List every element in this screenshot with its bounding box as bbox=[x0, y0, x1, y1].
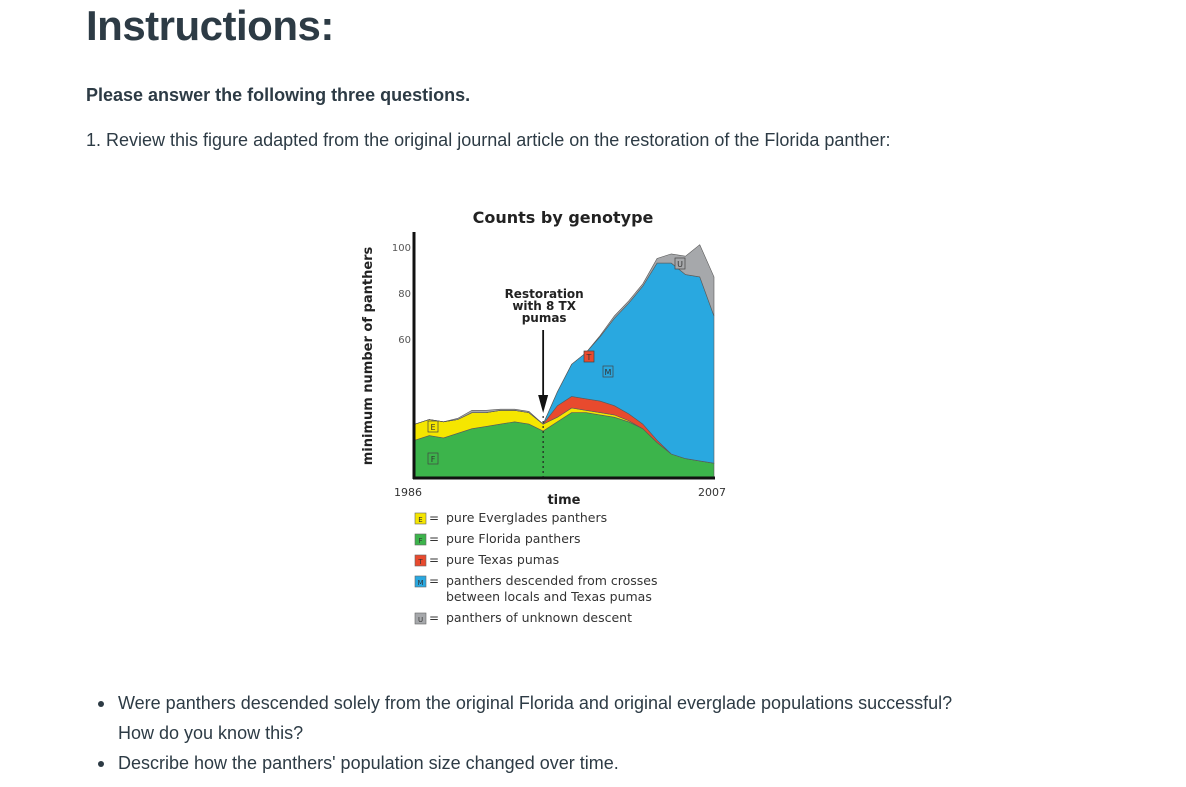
legend-label-T: pure Texas pumas bbox=[446, 552, 559, 567]
y-tick-100: 100 bbox=[392, 243, 411, 254]
legend-swatch-T bbox=[414, 554, 427, 567]
legend-swatch-F bbox=[414, 533, 427, 546]
legend-key-M: M bbox=[417, 579, 423, 587]
y-tick-60: 60 bbox=[398, 335, 411, 346]
legend-key-T: T bbox=[417, 558, 423, 566]
area-label-F: F bbox=[431, 455, 436, 464]
area-label-box-U bbox=[674, 257, 686, 270]
legend-item-E: E = pure Everglades panthers bbox=[414, 510, 607, 525]
bullet-question-success: Were panthers descended solely from the … bbox=[86, 688, 986, 748]
area-label-box-E bbox=[427, 420, 439, 433]
legend-item-M: M = panthers descended from crossesbetween… bbox=[414, 573, 658, 604]
annotation-line-1: with 8 TX bbox=[512, 299, 576, 313]
legend-label-F: pure Florida panthers bbox=[446, 531, 581, 546]
arrow-down-icon bbox=[538, 395, 549, 413]
x-tick-end: 2007 bbox=[698, 486, 726, 499]
x-tick-start: 1986 bbox=[394, 486, 422, 499]
legend-item-T: T = pure Texas pumas bbox=[414, 552, 559, 567]
area-label-E: E bbox=[430, 423, 435, 432]
legend-item-U: U = panthers of unknown descent bbox=[414, 610, 632, 625]
legend-swatch-E bbox=[414, 512, 427, 525]
legend-key-U: U bbox=[418, 616, 423, 624]
area-label-box-F bbox=[427, 452, 439, 465]
area-label-T: T bbox=[586, 353, 592, 362]
legend-equals: = bbox=[429, 611, 439, 625]
area-label-box-M bbox=[602, 365, 614, 378]
legend-item-F: F = pure Florida panthers bbox=[414, 531, 581, 546]
area-label-U: U bbox=[677, 260, 683, 269]
x-axis-label: time bbox=[547, 493, 580, 508]
annotation-line-2: pumas bbox=[522, 311, 567, 325]
question-1-text: 1. Review this figure adapted from the o… bbox=[86, 130, 891, 150]
legend-key-F: F bbox=[418, 537, 422, 545]
legend-label-M: panthers descended from crosses bbox=[446, 573, 658, 588]
instructions-lead: Please answer the following three questi… bbox=[86, 85, 471, 105]
area-series-U bbox=[414, 244, 715, 425]
legend-swatch-M bbox=[414, 575, 427, 588]
counts-by-genotype-figure: Counts by genotype E F T M U 60 80 100 minimum… bbox=[358, 198, 748, 638]
legend-swatch-U bbox=[414, 612, 427, 625]
area-label-box-T bbox=[583, 350, 595, 363]
annotation-line-0: Restoration bbox=[505, 287, 584, 301]
legend-label-M: between locals and Texas pumas bbox=[446, 589, 652, 604]
y-axis-label: minimum number of panthers bbox=[361, 246, 376, 465]
bullet-question-population: Describe how the panthers' population si… bbox=[86, 748, 986, 778]
stacked-area-chart: Counts by genotype E F T M U 60 80 100 minimum… bbox=[361, 208, 726, 625]
legend-label-U: panthers of unknown descent bbox=[446, 610, 632, 625]
legend-equals: = bbox=[429, 532, 439, 546]
legend-equals: = bbox=[429, 511, 439, 525]
legend-key-E: E bbox=[418, 516, 422, 524]
chart-areas: E F T M U bbox=[414, 244, 715, 478]
y-tick-80: 80 bbox=[398, 289, 411, 300]
legend-equals: = bbox=[429, 553, 439, 567]
legend-equals: = bbox=[429, 574, 439, 588]
chart-title: Counts by genotype bbox=[473, 208, 654, 227]
legend-label-E: pure Everglades panthers bbox=[446, 510, 607, 525]
area-label-M: M bbox=[605, 368, 612, 377]
page-title: Instructions: bbox=[86, 2, 334, 49]
y-axis: 60 80 100 bbox=[392, 243, 411, 346]
chart-legend: E = pure Everglades panthers F = pure Florida… bbox=[414, 510, 658, 625]
question-bullets: Were panthers descended solely from the … bbox=[86, 688, 986, 778]
